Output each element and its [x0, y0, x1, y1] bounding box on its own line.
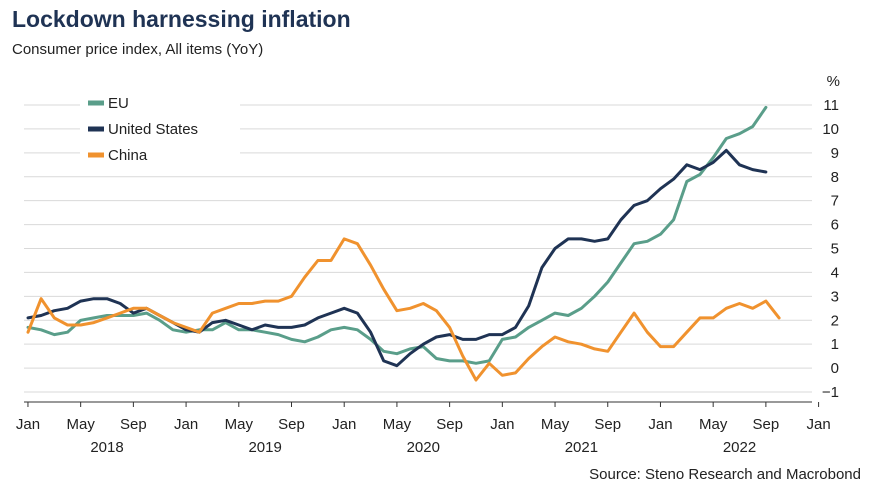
- series-lines: [26, 105, 781, 382]
- y-tick-label: 1: [831, 336, 839, 353]
- x-tick-label: May: [383, 416, 412, 433]
- y-tick-label: 3: [831, 288, 839, 305]
- x-tick-label: Jan: [332, 416, 356, 433]
- y-tick-label: 0: [831, 360, 839, 377]
- x-tick-label: Jan: [648, 416, 672, 433]
- x-tick-label: Sep: [436, 416, 463, 433]
- y-tick-label: 8: [831, 169, 839, 186]
- x-tick-label: Sep: [753, 416, 780, 433]
- chart-title: Lockdown harnessing inflation: [12, 6, 351, 32]
- series-line: [26, 105, 768, 365]
- y-tick-label: 2: [831, 312, 839, 329]
- y-tick-label: 7: [831, 193, 839, 210]
- y-tick-label: 6: [831, 217, 839, 234]
- y-tick-label: 9: [831, 145, 839, 162]
- x-tick-label: Jan: [174, 416, 198, 433]
- x-tick-label: Jan: [806, 416, 830, 433]
- x-tick-label: May: [225, 416, 254, 433]
- x-tick-label: Jan: [16, 416, 40, 433]
- x-tick-label: Sep: [120, 416, 147, 433]
- y-tick-label: 10: [822, 121, 839, 138]
- source-note: Source: Steno Research and Macrobond: [589, 466, 861, 483]
- legend-label: United States: [108, 121, 198, 138]
- legend-label: China: [108, 147, 148, 164]
- chart-subtitle: Consumer price index, All items (YoY): [12, 41, 264, 58]
- y-tick-label: 4: [831, 264, 839, 281]
- x-year-label: 2021: [565, 439, 598, 456]
- axes: −1 0 1 2 3 4 5 6 7 8 9 10 11% Jan May Sep Jan May Sep Jan Ma…: [16, 73, 840, 456]
- y-tick-label: −1: [822, 384, 839, 401]
- x-year-label: 2018: [90, 439, 123, 456]
- y-unit-label: %: [827, 73, 840, 90]
- legend-background: [80, 90, 240, 166]
- x-tick-label: May: [699, 416, 728, 433]
- x-year-label: 2022: [723, 439, 756, 456]
- x-tick-label: Jan: [490, 416, 514, 433]
- x-tick-label: Sep: [278, 416, 305, 433]
- x-year-label: 2020: [407, 439, 440, 456]
- legend: EU United States China: [80, 90, 240, 166]
- y-tick-label: 5: [831, 241, 839, 258]
- x-tick-label: May: [66, 416, 95, 433]
- x-year-label: 2019: [248, 439, 281, 456]
- legend-label: EU: [108, 95, 129, 112]
- x-tick-label: Sep: [594, 416, 621, 433]
- x-tick-label: May: [541, 416, 570, 433]
- series-line: [26, 237, 781, 382]
- series-line: [26, 148, 768, 368]
- y-tick-label: 11: [823, 97, 839, 114]
